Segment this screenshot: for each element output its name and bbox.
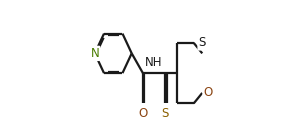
Text: S: S	[199, 36, 206, 49]
Text: S: S	[162, 107, 169, 120]
Text: O: O	[138, 107, 147, 120]
Text: N: N	[90, 47, 99, 60]
Text: NH: NH	[145, 56, 163, 69]
Text: O: O	[204, 86, 213, 99]
